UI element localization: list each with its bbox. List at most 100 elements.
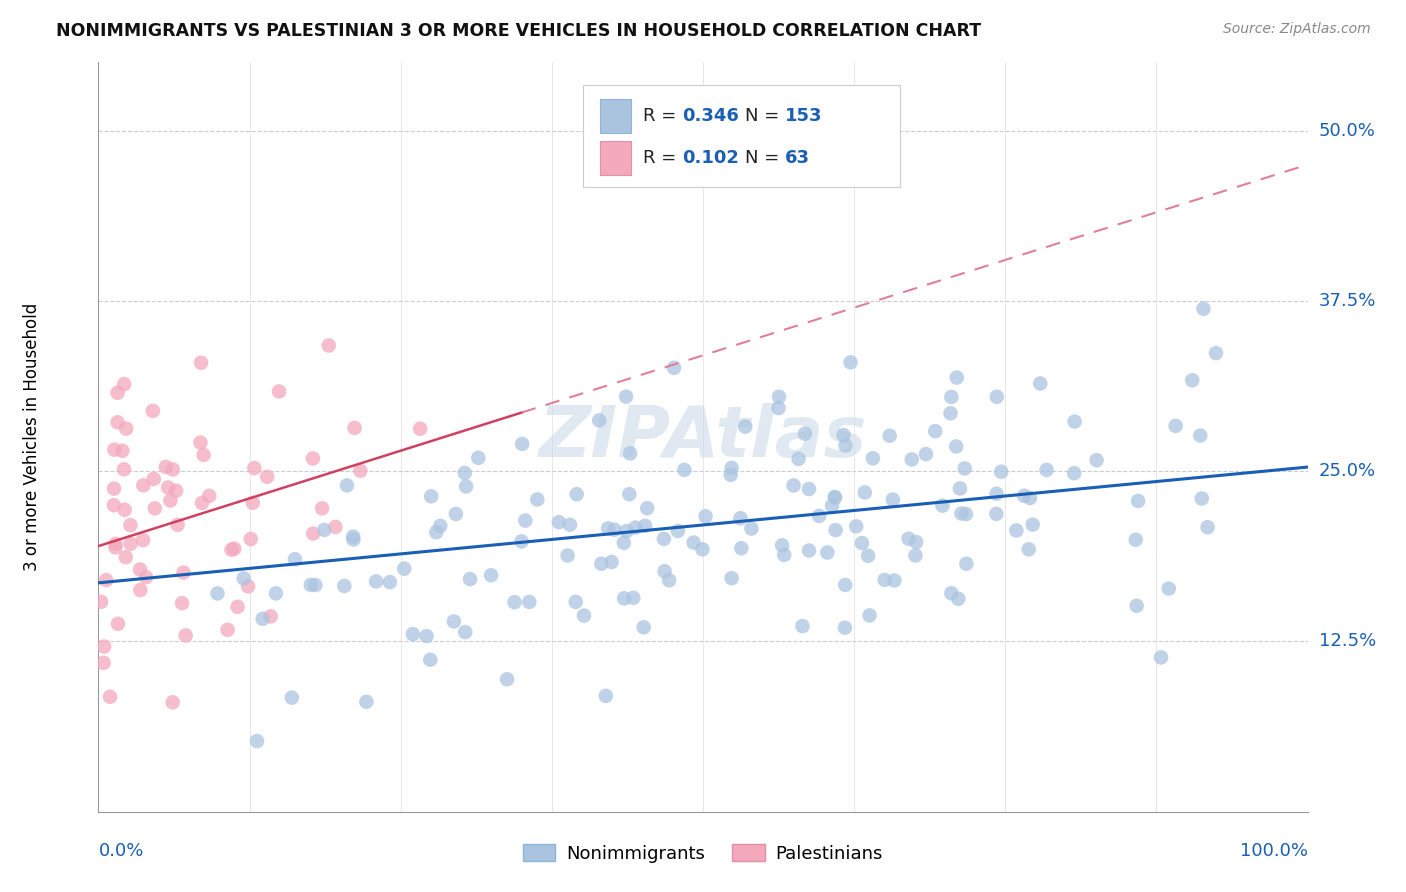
Point [129,562,152,576]
Point [115,422,138,436]
Point [941,586,963,600]
Point [941,390,963,404]
Point [356,695,378,709]
Point [336,478,359,492]
Point [990,465,1012,479]
Point [1181,373,1204,387]
Point [510,437,533,451]
Point [343,421,366,435]
Point [834,578,856,592]
Point [1189,428,1212,442]
Point [595,689,617,703]
Point [173,566,195,580]
Point [853,485,876,500]
Point [636,501,658,516]
Point [415,629,437,643]
Point [378,575,401,590]
Point [256,469,278,483]
Point [564,595,586,609]
Point [634,518,657,533]
Point [132,478,155,492]
Point [931,499,953,513]
Point [103,442,125,457]
Point [662,360,685,375]
Point [949,482,972,496]
Point [557,549,579,563]
Point [1191,491,1213,506]
Point [815,545,838,559]
Point [103,482,125,496]
Text: 3 or more Vehicles in Household: 3 or more Vehicles in Household [22,303,41,571]
Point [198,489,221,503]
Point [1164,418,1187,433]
Point [98,690,121,704]
Point [155,459,177,474]
Point [613,591,636,606]
Point [613,536,636,550]
Point [458,572,481,586]
Point [1018,542,1040,557]
Point [302,451,325,466]
Point [226,599,249,614]
Point [217,623,239,637]
Point [232,571,254,585]
Point [588,413,610,427]
Point [90,595,112,609]
Text: R =: R = [643,107,682,125]
Point [526,492,548,507]
Point [986,390,1008,404]
Text: 0.102: 0.102 [682,149,738,167]
Point [1035,463,1057,477]
Point [157,480,180,494]
Point [517,595,540,609]
Point [93,640,115,654]
Point [572,608,595,623]
Point [107,415,129,429]
Point [882,492,904,507]
Point [621,591,644,605]
Point [782,478,804,492]
Point [444,507,467,521]
Point [281,690,304,705]
Point [1157,582,1180,596]
Point [792,619,814,633]
Point [1063,466,1085,480]
Point [858,608,880,623]
Point [603,523,626,537]
Point [479,568,502,582]
Point [135,570,157,584]
Point [314,523,336,537]
Point [883,574,905,588]
Point [252,612,274,626]
Point [190,435,212,450]
Point [143,501,166,516]
Point [190,356,212,370]
Point [402,627,425,641]
Point [104,537,127,551]
Point [897,532,920,546]
Point [239,532,262,546]
Point [986,507,1008,521]
Point [515,514,537,528]
Point [93,656,115,670]
Text: 100.0%: 100.0% [1240,842,1308,860]
Point [114,550,136,565]
Point [730,541,752,556]
Point [1197,520,1219,534]
Point [325,520,347,534]
Point [787,451,810,466]
Point [1192,301,1215,316]
Text: N =: N = [745,149,785,167]
Point [547,515,569,529]
Point [311,501,333,516]
Point [1022,517,1045,532]
Point [873,573,896,587]
Point [207,586,229,600]
Point [770,538,793,552]
Point [839,355,862,369]
Point [284,552,307,566]
Point [443,615,465,629]
Text: Source: ZipAtlas.com: Source: ZipAtlas.com [1223,22,1371,37]
Point [260,609,283,624]
Point [120,537,142,551]
